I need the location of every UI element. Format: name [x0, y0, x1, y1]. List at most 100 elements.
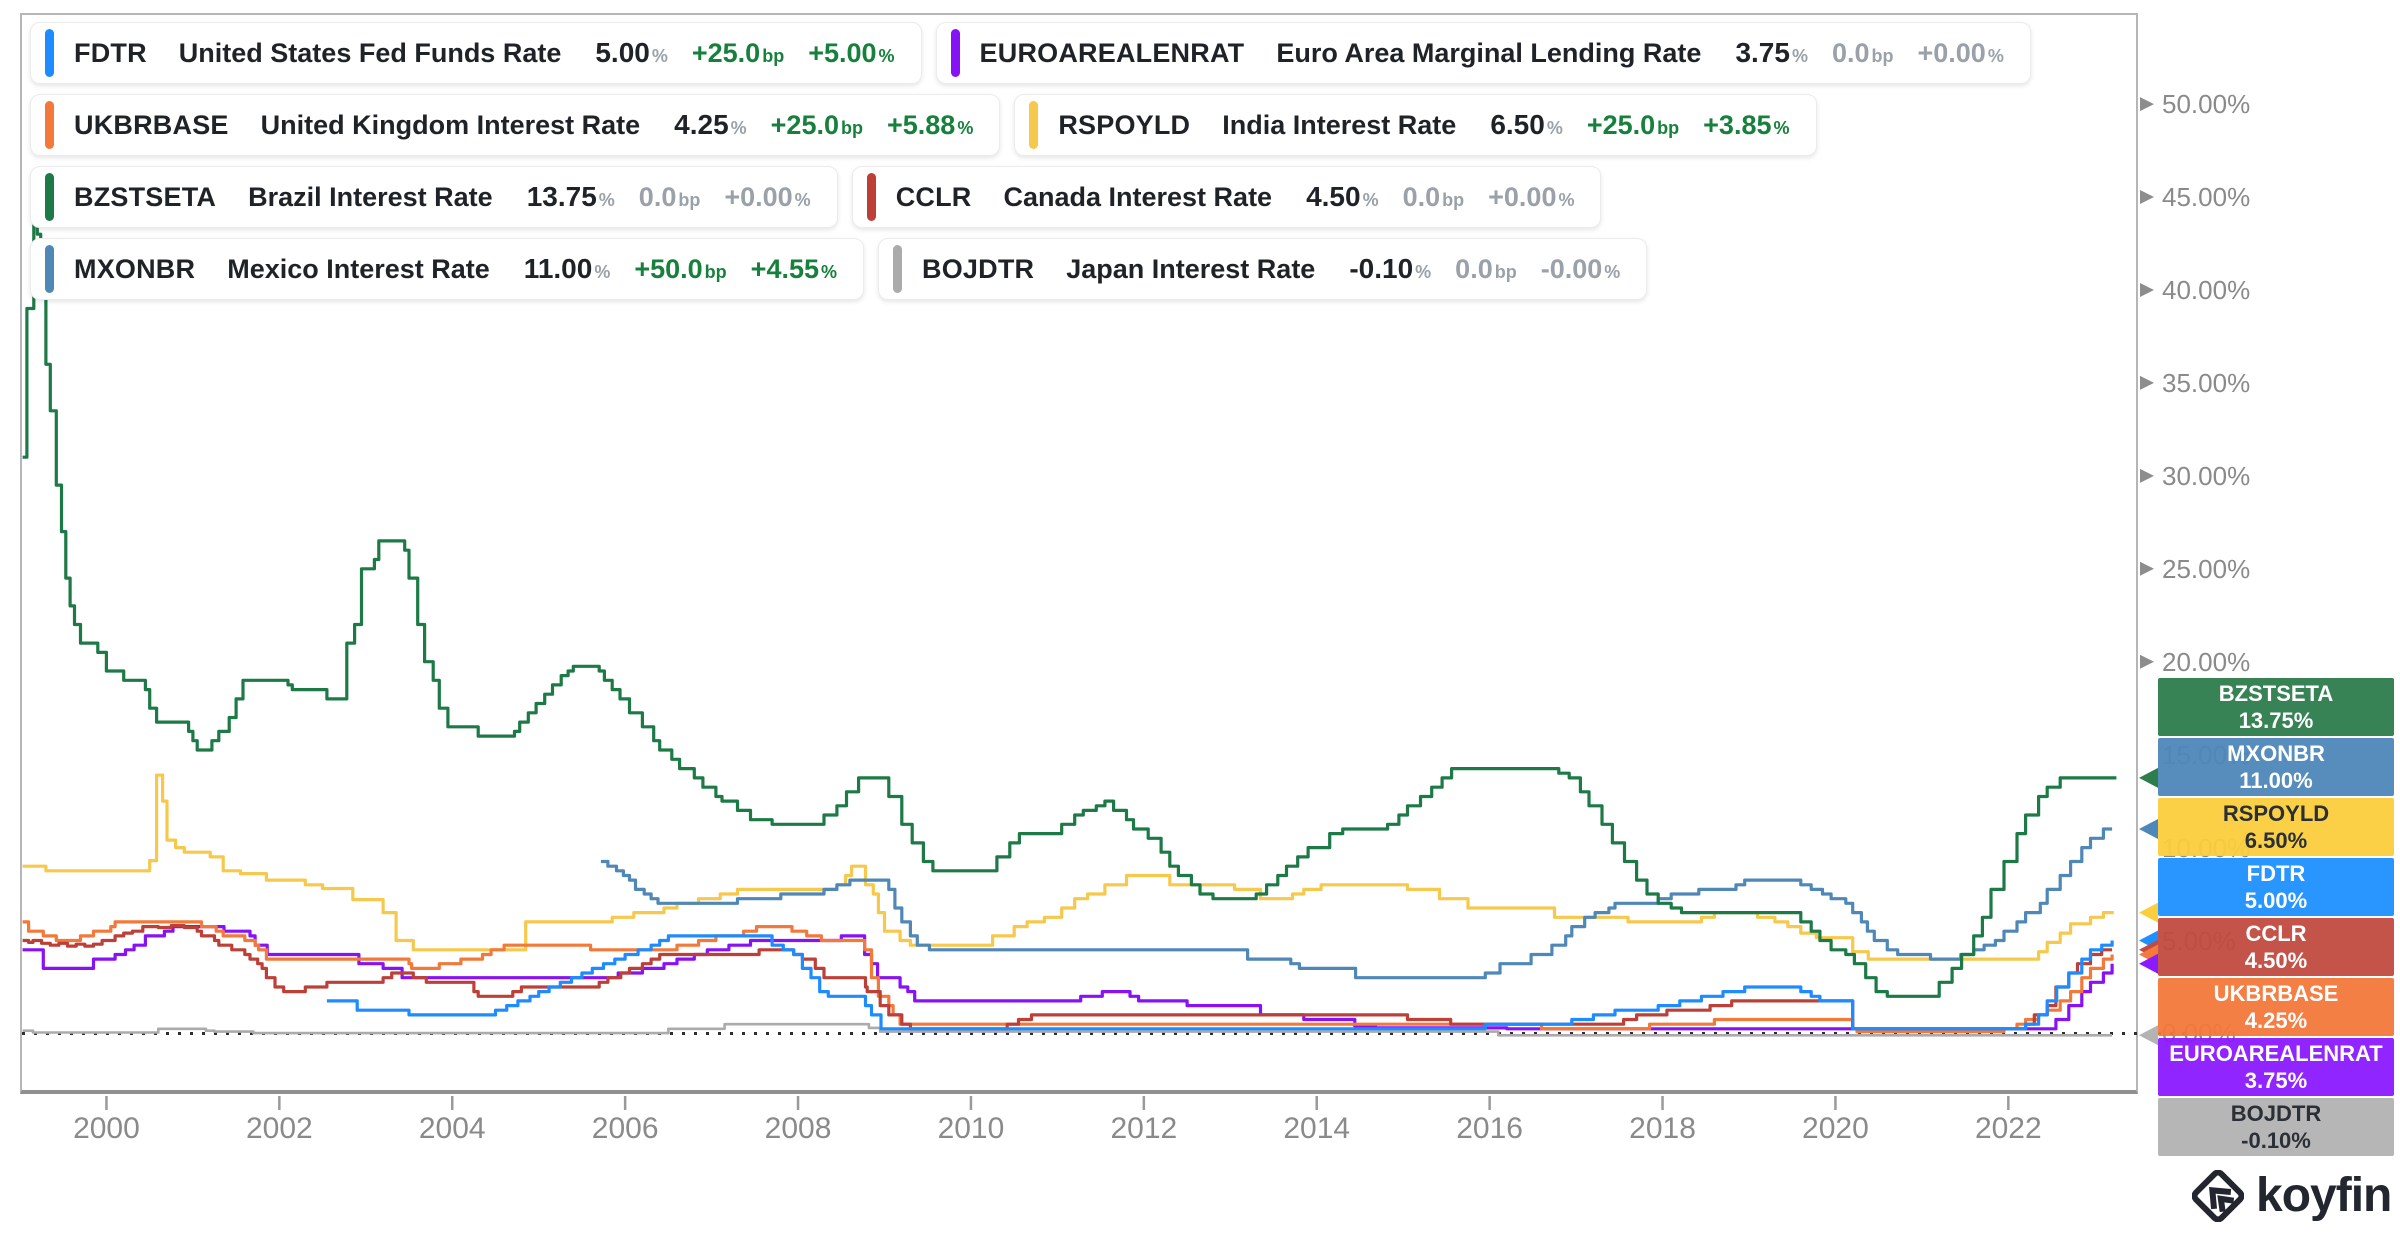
series-color-bar-icon: [45, 29, 54, 77]
legend-ticker: UKBRBASE: [74, 109, 229, 140]
y-tick-arrow: [2140, 468, 2154, 483]
legend-change-pct: +0.00%: [724, 181, 811, 212]
last-value-pointer-bzstseta: [2139, 767, 2158, 788]
legend-change-pct: +5.88%: [886, 109, 974, 140]
price-badge-euroarealenrat: EUROAREALENRAT 3.75%: [2158, 1038, 2394, 1096]
y-tick-arrow: [2140, 654, 2154, 669]
x-axis-label: 2004: [418, 1112, 486, 1145]
legend-ticker: BZSTSETA: [74, 181, 217, 212]
y-axis-label: 35.00%: [2162, 367, 2251, 398]
series-color-bar-icon: [45, 245, 54, 293]
y-tick-arrow: [2140, 190, 2154, 205]
legend-row: MXONBR Mexico Interest Rate 11.00% +50.0 bp +…: [30, 238, 1730, 300]
series-color-bar-icon: [893, 245, 903, 293]
legend-value: 4.25%: [674, 109, 747, 140]
legend-ticker: BOJDTR: [922, 253, 1035, 284]
price-badge-ticker: BZSTSETA: [2218, 681, 2334, 706]
y-axis-label: 30.00%: [2162, 460, 2251, 491]
price-badge-value: 3.75%: [2244, 1068, 2308, 1093]
y-tick-arrow: [2140, 282, 2154, 297]
y-axis-label: 25.00%: [2162, 553, 2251, 584]
legend-badge-euroarealenrat[interactable]: EUROAREALENRAT Euro Area Marginal Lending…: [935, 22, 2031, 84]
x-axis-label: 2010: [937, 1112, 1005, 1145]
legend-change-pct: +5.00%: [808, 37, 895, 68]
x-axis-label: 2012: [1110, 1112, 1178, 1145]
price-badge-ticker: UKBRBASE: [2213, 981, 2339, 1006]
legend-change-bp: 0.0 bp: [1455, 253, 1517, 284]
legend-change-bp: 0.0 bp: [1831, 37, 1894, 68]
price-badge-value: -0.10%: [2241, 1128, 2311, 1153]
series-line-rspoyld: [22, 773, 2114, 961]
x-axis-label: 2018: [1629, 1112, 1696, 1145]
legend-badge-ukbrbase[interactable]: UKBRBASE United Kingdom Interest Rate 4.25…: [30, 94, 1001, 156]
legend-ticker: RSPOYLD: [1058, 109, 1191, 140]
price-badge-mxonbr: MXONBR 11.00%: [2158, 738, 2394, 796]
legend-value: 3.75%: [1735, 37, 1808, 68]
price-badge-bojdtr: BOJDTR -0.10%: [2158, 1098, 2394, 1156]
legend-badge-mxonbr[interactable]: MXONBR Mexico Interest Rate 11.00% +50.0 bp +…: [30, 238, 865, 300]
legend-change-bp: 0.0 bp: [638, 181, 701, 212]
legend-name: Japan Interest Rate: [1066, 253, 1316, 284]
price-badge-value: 5.00%: [2244, 888, 2308, 913]
legend-name: Mexico Interest Rate: [227, 253, 490, 284]
x-axis-label: 2000: [73, 1112, 140, 1145]
legend-value: 6.50%: [1490, 109, 1563, 140]
price-badge-ticker: BOJDTR: [2230, 1101, 2322, 1126]
series-line-fdtr: [326, 934, 2114, 1031]
series-line-mxonbr: [600, 827, 2113, 980]
legend-change-pct: +0.00%: [1917, 37, 2004, 68]
last-value-pointer-euroarealenrat: [2139, 953, 2158, 974]
price-badge-ticker: MXONBR: [2227, 741, 2325, 766]
price-badge-ticker: RSPOYLD: [2222, 801, 2330, 826]
legend-name: Brazil Interest Rate: [248, 181, 493, 212]
y-tick-arrow: [2140, 561, 2154, 576]
legend-change-bp: +50.0 bp: [634, 253, 727, 284]
legend-value: 13.75%: [526, 181, 615, 212]
legend-badge-bojdtr[interactable]: BOJDTR Japan Interest Rate -0.10% 0.0 bp -0.0…: [878, 238, 1648, 300]
legend-change-pct: -0.00%: [1540, 253, 1621, 284]
legend: FDTR United States Fed Funds Rate 5.00% +25…: [30, 22, 2031, 310]
legend-row: UKBRBASE United Kingdom Interest Rate 4.25…: [30, 94, 1817, 156]
legend-name: Canada Interest Rate: [1003, 181, 1273, 212]
legend-ticker: EUROAREALENRAT: [979, 37, 1245, 68]
legend-row: BZSTSETA Brazil Interest Rate 13.75% 0.0 bp +…: [30, 166, 1730, 228]
legend-badge-cclr[interactable]: CCLR Canada Interest Rate 4.50% 0.0 bp +0.00%: [851, 166, 1602, 228]
legend-change-pct: +0.00%: [1488, 181, 1575, 212]
legend-change-bp: +25.0 bp: [770, 109, 863, 140]
legend-name: United States Fed Funds Rate: [178, 37, 562, 68]
plot-frame: [20, 13, 2138, 1094]
legend-badge-rspoyld[interactable]: RSPOYLD India Interest Rate 6.50% +25.0 bp +3…: [1014, 94, 1817, 156]
price-badge-value: 13.75%: [2238, 708, 2314, 733]
price-badge-rspoyld: RSPOYLD 6.50%: [2158, 798, 2394, 856]
x-axis-label: 2020: [1802, 1112, 1869, 1145]
y-axis-label: 50.00%: [2162, 89, 2251, 120]
y-axis-label: 40.00%: [2162, 274, 2251, 305]
x-axis-label: 2008: [764, 1112, 832, 1145]
legend-name: Euro Area Marginal Lending Rate: [1276, 37, 1702, 68]
legend-badge-fdtr[interactable]: FDTR United States Fed Funds Rate 5.00% +25…: [30, 22, 922, 84]
y-axis-label: 20.00%: [2162, 646, 2251, 677]
legend-change-bp: +25.0 bp: [691, 37, 785, 68]
legend-name: India Interest Rate: [1222, 109, 1457, 140]
legend-ticker: CCLR: [895, 181, 972, 212]
legend-change-pct: +3.85%: [1703, 109, 1790, 140]
legend-badge-bzstseta[interactable]: BZSTSETA Brazil Interest Rate 13.75% 0.0 bp +…: [30, 166, 838, 228]
series-line-cclr: [22, 924, 2113, 1031]
legend-ticker: MXONBR: [74, 253, 196, 284]
price-badge-value: 6.50%: [2244, 828, 2308, 853]
series-color-bar-icon: [950, 29, 960, 77]
koyfin-watermark: koyfin: [2192, 1168, 2392, 1223]
price-badge-value: 4.50%: [2244, 948, 2308, 973]
price-badge-fdtr: FDTR 5.00%: [2158, 858, 2394, 916]
x-axis-label: 2022: [1974, 1112, 2042, 1145]
koyfin-watermark-text: koyfin: [2256, 1169, 2392, 1222]
x-axis-label: 2006: [591, 1112, 659, 1145]
price-badge-value: 11.00%: [2239, 768, 2313, 793]
price-badge-ticker: FDTR: [2246, 861, 2306, 886]
last-value-pointer-bojdtr: [2139, 1025, 2158, 1046]
legend-value: -0.10%: [1349, 253, 1432, 284]
price-badge-value: 4.25%: [2244, 1008, 2308, 1033]
legend-value: 11.00%: [523, 253, 611, 284]
legend-value: 4.50%: [1306, 181, 1379, 212]
